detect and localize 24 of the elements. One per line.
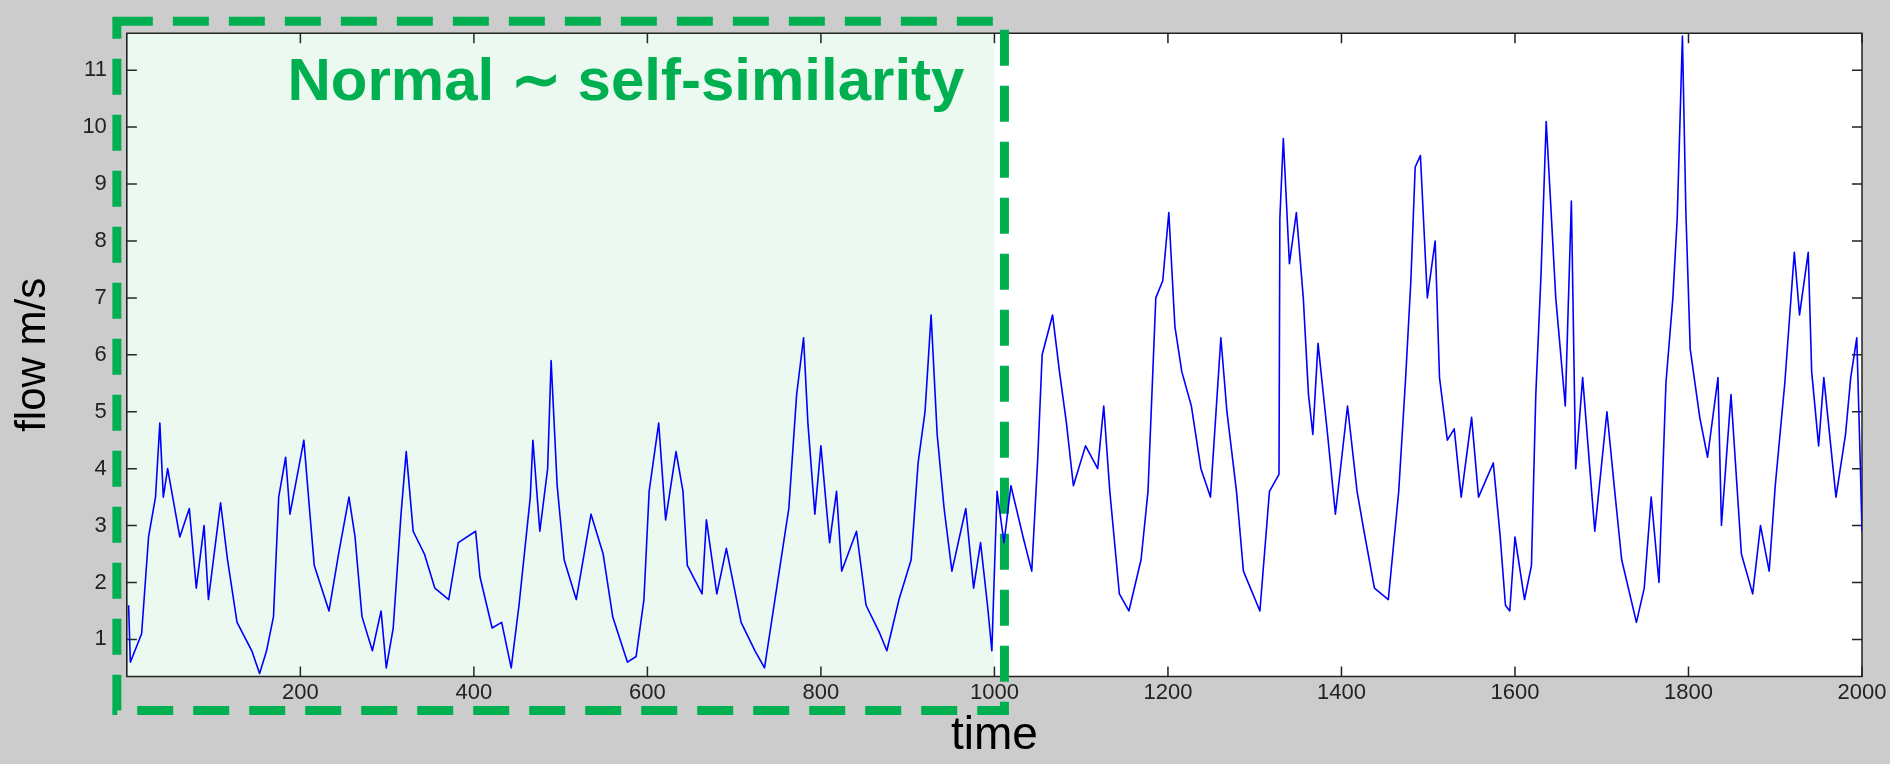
x-axis-title: time: [950, 707, 1038, 760]
y-tick-label: 10: [82, 113, 107, 139]
y-tick-label: 9: [94, 170, 107, 196]
x-tick-label: 1000: [969, 678, 1019, 704]
y-tick-label: 1: [94, 625, 107, 651]
x-tick-label: 200: [282, 678, 319, 704]
x-tick-label: 800: [802, 678, 840, 704]
y-tick-label: 7: [94, 283, 107, 309]
y-tick-label: 8: [94, 227, 107, 253]
y-tick-label: 6: [94, 340, 107, 366]
y-tick-label: 11: [84, 56, 107, 82]
y-axis-title: flow m/s: [6, 277, 54, 432]
x-tick-label: 600: [629, 678, 666, 704]
band-label: Normal ∼ self-similarity: [287, 45, 966, 113]
x-tick-label: 1800: [1664, 678, 1713, 704]
x-tick-label: 2000: [1837, 678, 1887, 704]
x-tick-label: 1200: [1143, 678, 1193, 704]
x-tick-label: 1400: [1316, 678, 1366, 704]
y-tick-label: 2: [94, 568, 107, 594]
x-tick-label: 1600: [1490, 678, 1540, 704]
x-tick-label: 400: [455, 678, 493, 704]
y-tick-label: 4: [94, 454, 107, 480]
y-tick-label: 5: [94, 397, 107, 423]
y-tick-label: 3: [94, 511, 107, 537]
